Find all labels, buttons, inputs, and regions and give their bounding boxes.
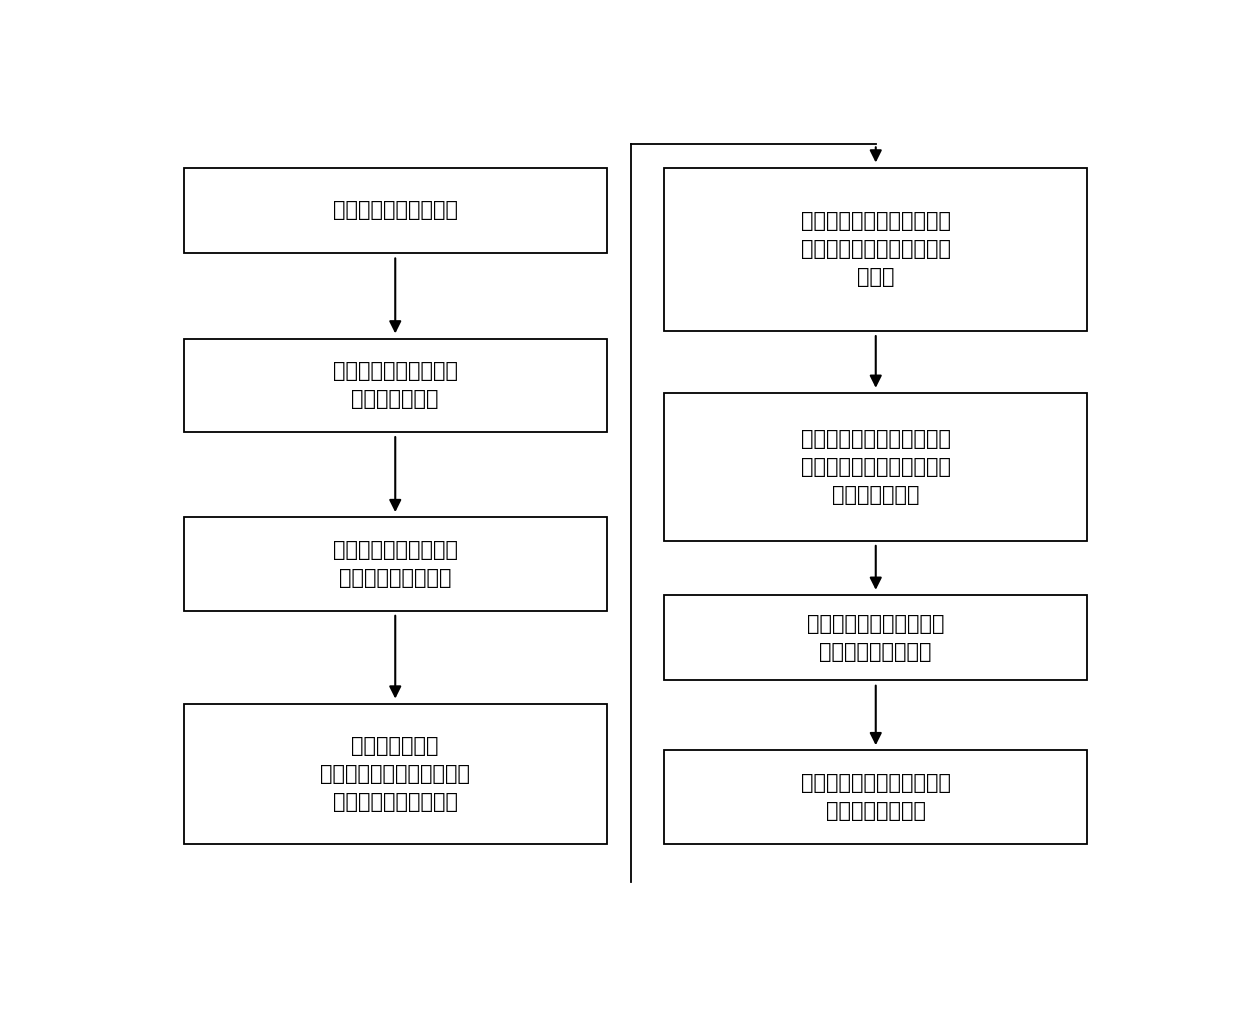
Bar bbox=[184, 518, 606, 610]
Text: 第三方对纳税人（停车场）
进行自动扣税管理: 第三方对纳税人（停车场） 进行自动扣税管理 bbox=[801, 773, 951, 821]
Text: 车辆进入或离开停车场: 车辆进入或离开停车场 bbox=[332, 201, 458, 220]
Bar bbox=[184, 167, 606, 253]
Text: 停车场车牌识别处理器识别
车牌、转发信息给远端监管
服务器: 停车场车牌识别处理器识别 车牌、转发信息给远端监管 服务器 bbox=[801, 211, 951, 288]
Bar bbox=[665, 393, 1087, 541]
Bar bbox=[665, 595, 1087, 680]
Bar bbox=[184, 339, 606, 432]
Text: 图像采集器接收
命令采集图像、上传图像给
停车场车牌识别处理器: 图像采集器接收 命令采集图像、上传图像给 停车场车牌识别处理器 bbox=[320, 736, 470, 811]
Bar bbox=[665, 751, 1087, 844]
Text: 远端监管服务器计算同一车
牌号的停车总时长、汇总各
个停车场应收款: 远端监管服务器计算同一车 牌号的停车总时长、汇总各 个停车场应收款 bbox=[801, 429, 951, 504]
Text: 第三方客户端访问服务器
获取税源应收款信息: 第三方客户端访问服务器 获取税源应收款信息 bbox=[807, 613, 945, 662]
Text: 入口、出口触发装置向
处理器报告信息: 入口、出口触发装置向 处理器报告信息 bbox=[332, 361, 458, 410]
Text: 停车场车牌识别处理器
发命令给图像采集器: 停车场车牌识别处理器 发命令给图像采集器 bbox=[332, 540, 458, 588]
Bar bbox=[665, 167, 1087, 331]
Bar bbox=[184, 704, 606, 844]
